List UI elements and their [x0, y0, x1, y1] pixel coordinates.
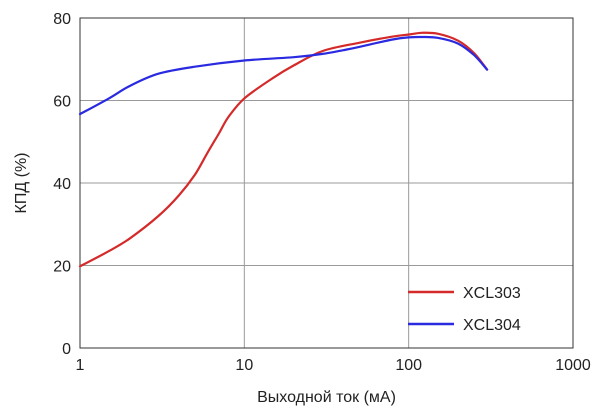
- tick-labels: 1 10 100 1000 0 20 40 60 80: [53, 11, 591, 374]
- x-tick-label: 100: [395, 357, 422, 374]
- y-tick-label: 60: [53, 94, 71, 111]
- series-line-xcl303: [78, 31, 489, 268]
- x-tick-label: 1000: [555, 357, 591, 374]
- y-tick-label: 80: [53, 11, 71, 28]
- y-axis-label: КПД (%): [13, 153, 30, 214]
- series-lines: [78, 31, 489, 268]
- x-tick-label: 10: [235, 357, 253, 374]
- y-tick-label: 40: [53, 176, 71, 193]
- legend: XCL303 XCL304: [408, 285, 521, 334]
- y-tick-label: 20: [53, 259, 71, 276]
- series-line-xcl304: [78, 35, 489, 116]
- plot-frame: [79, 17, 574, 349]
- x-axis-label: Выходной ток (мА): [257, 389, 396, 406]
- legend-label: XCL304: [463, 317, 521, 334]
- grid-lines: [80, 18, 573, 348]
- y-tick-label: 0: [62, 341, 71, 358]
- legend-label: XCL303: [463, 285, 521, 302]
- x-tick-label: 1: [76, 357, 85, 374]
